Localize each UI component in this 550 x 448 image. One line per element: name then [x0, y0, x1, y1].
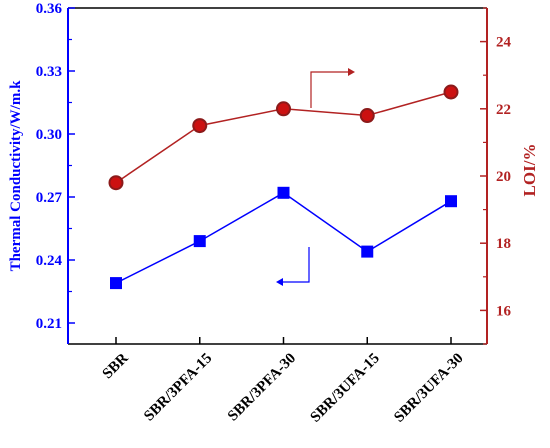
data-point-square [110, 277, 122, 290]
right-tick-label: 24 [496, 35, 512, 51]
right-tick-label: 16 [496, 303, 512, 319]
data-point-square [193, 235, 206, 248]
right-axis-arrow [310, 71, 348, 108]
x-tick-label: SBR/3UFA-30 [391, 350, 466, 425]
right-tick-label: 22 [496, 102, 511, 118]
x-tick-label: SBR [100, 350, 132, 382]
annotation-arrows [276, 68, 355, 286]
data-point-circle [192, 118, 208, 134]
x-axis-ticks: SBR SBR/3PFA-15 SBR/3PFA-30 SBR/3UFA-15 SBR/… [100, 337, 467, 426]
series-line-1 [115, 191, 452, 284]
plot-frame [67, 7, 488, 345]
x-tick-label: SBR/3PFA-30 [225, 350, 299, 424]
left-tick-label: 0.36 [36, 1, 63, 17]
x-tick-label: SBR/3UFA-15 [308, 350, 383, 425]
data-point-square [361, 245, 374, 258]
left-axis-label: Thermal Conductivity/W/m.k [8, 80, 24, 271]
right-axis-ticks: 16 18 20 22 24 [480, 7, 512, 345]
right-tick-label: 18 [496, 236, 511, 252]
data-point-circle [108, 175, 124, 191]
series-markers [108, 84, 459, 290]
left-axis-arrowhead [276, 278, 283, 286]
x-tick-label: SBR/3PFA-15 [141, 350, 215, 424]
left-axis-arrow [283, 247, 310, 283]
right-tick-label: 20 [496, 169, 511, 185]
left-tick-label: 0.21 [36, 316, 62, 332]
right-axis-label: LOI/% [520, 144, 539, 197]
right-axis-arrowhead [348, 68, 355, 76]
data-point-square [277, 186, 290, 199]
data-point-circle [276, 101, 291, 117]
left-tick-label: 0.30 [36, 127, 62, 143]
left-tick-label: 0.27 [36, 190, 63, 206]
data-point-circle [443, 84, 459, 100]
left-axis-ticks: 0.21 0.24 0.27 0.30 0.33 0.36 [36, 1, 75, 332]
data-point-circle [359, 108, 375, 124]
left-tick-label: 0.33 [36, 64, 62, 80]
left-tick-label: 0.24 [36, 253, 63, 269]
data-point-square [445, 195, 457, 208]
